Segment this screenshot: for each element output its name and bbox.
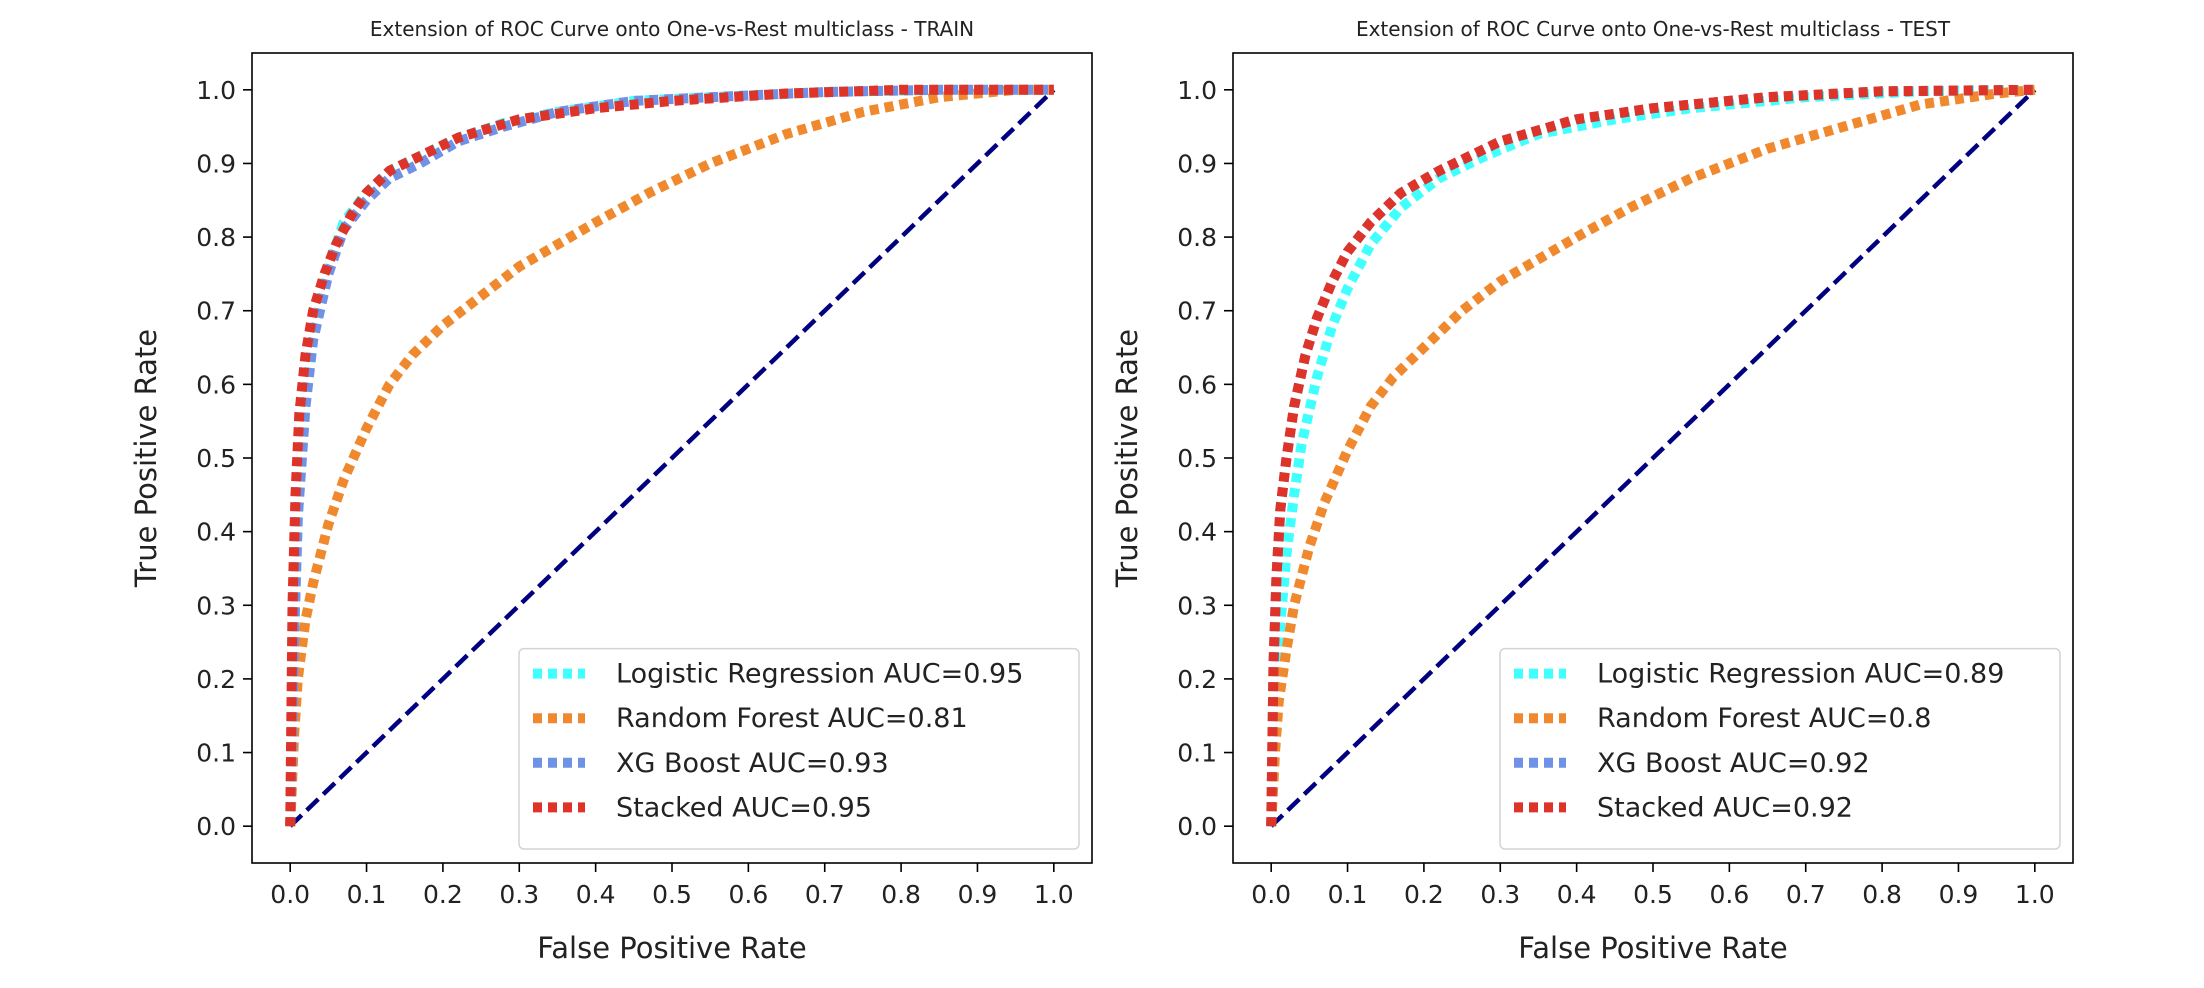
train-legend-box (518, 647, 1080, 850)
train-x-ticks: 0.0 0.1 0.2 0.3 0.4 0.5 0.6 0.7 0.8 0.9 1.0 (270, 863, 1074, 909)
train-y-tick-label: 0.9 (196, 149, 236, 178)
train-legend: Logistic Regression AUC=0.95 Random Fores… (518, 647, 1080, 850)
test-x-tick-label: 1.0 (2015, 880, 2055, 909)
test-chart-title: Extension of ROC Curve onto One-vs-Rest … (1356, 17, 1951, 41)
train-chart-title: Extension of ROC Curve onto One-vs-Rest … (370, 17, 974, 41)
train-x-tick-label: 0.7 (805, 880, 845, 909)
test-y-tick-label: 0.7 (1177, 297, 1217, 326)
test-y-tick-label: 0.3 (1177, 591, 1217, 620)
train-y-tick-label: 0.2 (196, 665, 236, 694)
test-legend-label-1: Random Forest AUC=0.8 (1597, 703, 1931, 734)
test-x-tick-label: 0.4 (1557, 880, 1597, 909)
train-x-tick-label: 0.4 (576, 880, 616, 909)
train-y-axis-label: True Positive Rate (129, 329, 163, 588)
test-y-tick-label: 0.6 (1177, 370, 1217, 399)
test-y-tick-label: 1.0 (1177, 76, 1217, 105)
test-y-ticks: 0.0 0.1 0.2 0.3 0.4 0.5 0.6 0.7 0.8 0.9 1.0 (1177, 76, 1233, 841)
train-x-tick-label: 1.0 (1034, 880, 1074, 909)
test-series-line-0 (1266, 84, 2035, 827)
test-y-axis-label: True Positive Rate (1110, 329, 1144, 588)
test-x-tick-label: 0.3 (1480, 880, 1520, 909)
test-y-tick-label: 0.0 (1177, 812, 1217, 841)
train-x-tick-label: 0.9 (958, 880, 998, 909)
test-plot-frame (1232, 52, 2074, 864)
train-y-tick-label: 0.8 (196, 223, 236, 252)
train-y-tick-label: 0.3 (196, 591, 236, 620)
train-series-line-3 (285, 84, 1054, 827)
train-y-tick-label: 0.6 (196, 370, 236, 399)
train-series-line-1 (285, 84, 1054, 827)
test-x-tick-label: 0.1 (1328, 880, 1368, 909)
test-chart-panel: Extension of ROC Curve onto One-vs-Rest … (1110, 17, 2074, 965)
test-legend-label-0: Logistic Regression AUC=0.89 (1597, 659, 2004, 690)
train-series (285, 84, 1054, 827)
train-legend-label-3: Stacked AUC=0.95 (616, 792, 872, 823)
test-legend: Logistic Regression AUC=0.89 Random Fores… (1499, 647, 2061, 850)
test-legend-box (1499, 647, 2061, 850)
train-plot-frame (251, 52, 1093, 864)
test-y-tick-label: 0.4 (1177, 518, 1217, 547)
test-x-tick-label: 0.6 (1709, 880, 1749, 909)
train-x-tick-label: 0.0 (270, 880, 310, 909)
test-x-ticks: 0.0 0.1 0.2 0.3 0.4 0.5 0.6 0.7 0.8 0.9 1.0 (1251, 863, 2055, 909)
test-series-line-1 (1266, 84, 2036, 827)
train-y-tick-label: 0.1 (196, 739, 236, 768)
train-legend-label-2: XG Boost AUC=0.93 (616, 748, 889, 779)
train-x-tick-label: 0.3 (499, 880, 539, 909)
train-x-axis-label: False Positive Rate (537, 931, 807, 965)
test-chance-line (1269, 88, 2037, 828)
test-series (1266, 84, 2036, 827)
train-y-tick-label: 1.0 (196, 76, 236, 105)
test-x-tick-label: 0.9 (1939, 880, 1979, 909)
train-x-tick-label: 0.5 (652, 880, 692, 909)
test-y-tick-label: 0.1 (1177, 739, 1217, 768)
train-y-tick-label: 0.0 (196, 812, 236, 841)
test-x-axis-label: False Positive Rate (1518, 931, 1788, 965)
train-chart-panel: Extension of ROC Curve onto One-vs-Rest … (129, 17, 1093, 965)
train-series-line-2 (285, 84, 1054, 827)
train-chance-line (288, 88, 1056, 828)
train-diagonal (288, 88, 1056, 828)
test-series-line-3 (1266, 84, 2035, 827)
train-legend-label-1: Random Forest AUC=0.81 (616, 703, 968, 734)
test-x-tick-label: 0.2 (1404, 880, 1444, 909)
test-x-tick-label: 0.7 (1786, 880, 1826, 909)
test-legend-label-2: XG Boost AUC=0.92 (1597, 748, 1870, 779)
train-x-tick-label: 0.1 (347, 880, 387, 909)
train-y-tick-label: 0.7 (196, 297, 236, 326)
test-y-tick-label: 0.8 (1177, 223, 1217, 252)
train-legend-label-0: Logistic Regression AUC=0.95 (616, 659, 1023, 690)
test-x-tick-label: 0.0 (1251, 880, 1291, 909)
train-x-tick-label: 0.2 (423, 880, 463, 909)
test-x-tick-label: 0.8 (1862, 880, 1902, 909)
test-x-tick-label: 0.5 (1633, 880, 1673, 909)
train-y-tick-label: 0.5 (196, 444, 236, 473)
test-y-tick-label: 0.9 (1177, 149, 1217, 178)
train-x-tick-label: 0.6 (728, 880, 768, 909)
test-y-tick-label: 0.5 (1177, 444, 1217, 473)
train-y-ticks: 0.0 0.1 0.2 0.3 0.4 0.5 0.6 0.7 0.8 0.9 1.0 (196, 76, 252, 841)
train-y-tick-label: 0.4 (196, 518, 236, 547)
test-legend-label-3: Stacked AUC=0.92 (1597, 792, 1853, 823)
test-diagonal (1269, 88, 2037, 828)
test-y-tick-label: 0.2 (1177, 665, 1217, 694)
train-x-tick-label: 0.8 (881, 880, 921, 909)
